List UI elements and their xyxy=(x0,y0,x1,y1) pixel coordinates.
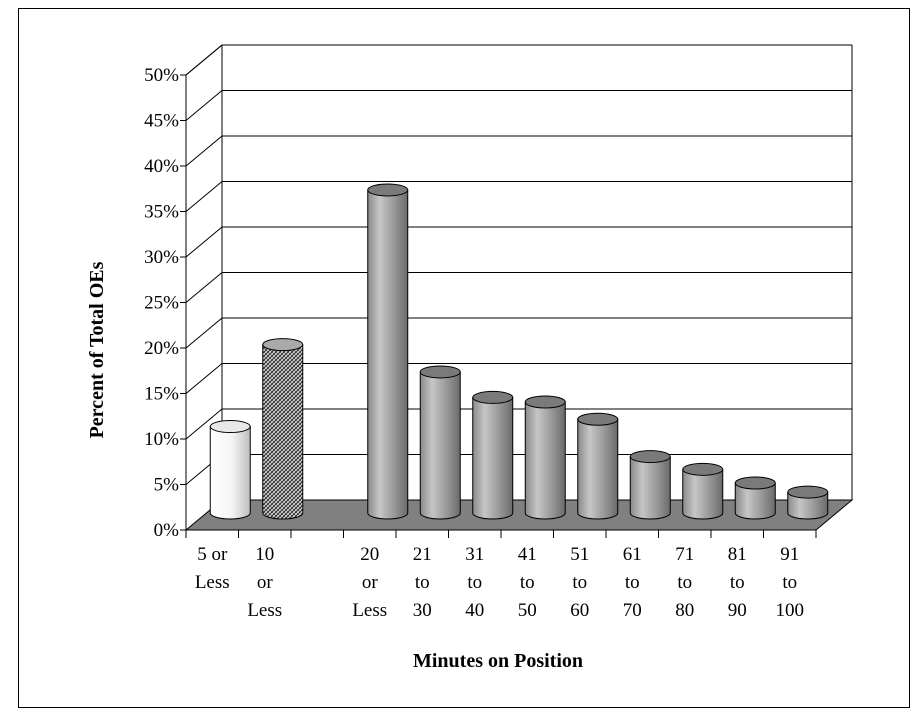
bar-body xyxy=(419,371,461,520)
bar xyxy=(682,462,724,520)
x-tick-label: to xyxy=(625,572,640,593)
bar-top xyxy=(472,390,514,404)
y-tick-label: 40% xyxy=(144,156,179,177)
x-tick-label: to xyxy=(677,572,692,593)
side-gridline xyxy=(185,408,223,440)
bar xyxy=(524,395,566,520)
side-gridline xyxy=(185,363,223,394)
bar-top xyxy=(367,183,409,197)
y-tick-label: 0% xyxy=(154,520,180,541)
y-tick-label: 10% xyxy=(144,429,179,450)
bar-top xyxy=(629,450,671,464)
x-axis-title: Minutes on Position xyxy=(413,650,583,672)
x-tick-label: to xyxy=(467,572,482,593)
bar-body xyxy=(577,418,619,520)
bar-top xyxy=(524,395,566,409)
bar-body xyxy=(262,344,304,520)
x-tick-label: 30 xyxy=(413,600,432,621)
bar xyxy=(629,450,671,520)
x-tick-label: 20 xyxy=(360,544,379,565)
x-tick-label: 51 xyxy=(570,544,589,565)
x-tick-label: 21 xyxy=(413,544,432,565)
x-tick-label: or xyxy=(257,572,274,593)
x-tick-label: 71 xyxy=(675,544,694,565)
side-gridline xyxy=(185,317,223,349)
bar-body xyxy=(629,456,671,520)
y-tick-label: 45% xyxy=(144,111,179,132)
bar-top xyxy=(209,420,251,434)
x-tick-label: 31 xyxy=(465,544,484,565)
bar-top xyxy=(419,365,461,379)
bar-body xyxy=(682,468,724,520)
bar-top xyxy=(682,462,724,476)
y-tick-label: 25% xyxy=(144,293,179,314)
side-gridline xyxy=(185,272,223,303)
bar xyxy=(209,420,251,520)
x-tick-label: to xyxy=(782,572,797,593)
y-tick-label: 15% xyxy=(144,384,179,405)
bar xyxy=(472,390,514,520)
bar-body xyxy=(524,401,566,520)
x-tick-label: 100 xyxy=(776,600,805,621)
x-tick-label: Less xyxy=(247,600,282,621)
x-tick-label: 40 xyxy=(465,600,484,621)
x-tick-label: Less xyxy=(195,572,230,593)
side-gridline xyxy=(185,226,223,258)
side-gridline xyxy=(185,135,223,167)
bar-top xyxy=(734,476,776,490)
y-tick-label: 30% xyxy=(144,247,179,268)
x-ticks xyxy=(185,530,817,538)
y-axis-title: Percent of Total OEs xyxy=(86,261,108,438)
y-ticks xyxy=(180,74,186,531)
bar xyxy=(367,183,409,520)
bar-body xyxy=(367,189,409,520)
bars xyxy=(209,183,829,520)
x-tick-label: or xyxy=(362,572,379,593)
y-tick-label: 35% xyxy=(144,202,179,223)
x-tick-label: 91 xyxy=(780,544,799,565)
x-tick-label: to xyxy=(520,572,535,593)
bar-body xyxy=(787,491,829,520)
bar-body xyxy=(472,396,514,520)
x-tick-label: to xyxy=(730,572,745,593)
x-tick-labels: 5 or Less 10 or Less 20 or Less 21 to 30 31 to 40 41 to… xyxy=(195,544,804,621)
bar xyxy=(787,485,829,520)
x-tick-label: 60 xyxy=(570,600,589,621)
y-tick-labels: 0% 5% 10% 15% 20% 25% 30% 35% 40% 45% 50% xyxy=(144,65,179,541)
bar-body xyxy=(734,482,776,520)
y-tick-label: 5% xyxy=(154,475,180,496)
bar-top xyxy=(577,412,619,426)
bar-top xyxy=(787,485,829,499)
bar xyxy=(262,338,304,520)
y-tick-label: 20% xyxy=(144,338,179,359)
x-tick-label: 61 xyxy=(623,544,642,565)
x-tick-label: 10 xyxy=(255,544,274,565)
x-tick-label: 70 xyxy=(623,600,642,621)
y-tick-label: 50% xyxy=(144,65,179,86)
side-gridline xyxy=(185,90,223,121)
bar-top xyxy=(262,338,304,352)
bar xyxy=(734,476,776,520)
chart-frame xyxy=(18,8,910,708)
x-tick-label: to xyxy=(572,572,587,593)
x-tick-label: 90 xyxy=(728,600,747,621)
x-tick-label: 5 or xyxy=(197,544,228,565)
x-tick-label: 50 xyxy=(518,600,537,621)
x-tick-label: 80 xyxy=(675,600,694,621)
x-tick-label: 41 xyxy=(518,544,537,565)
bar xyxy=(577,412,619,520)
side-gridline xyxy=(185,44,223,76)
bar-body xyxy=(209,426,251,520)
bar xyxy=(419,365,461,520)
x-tick-label: to xyxy=(415,572,430,593)
side-gridline xyxy=(185,181,223,212)
x-tick-label: 81 xyxy=(728,544,747,565)
x-tick-label: Less xyxy=(352,600,387,621)
